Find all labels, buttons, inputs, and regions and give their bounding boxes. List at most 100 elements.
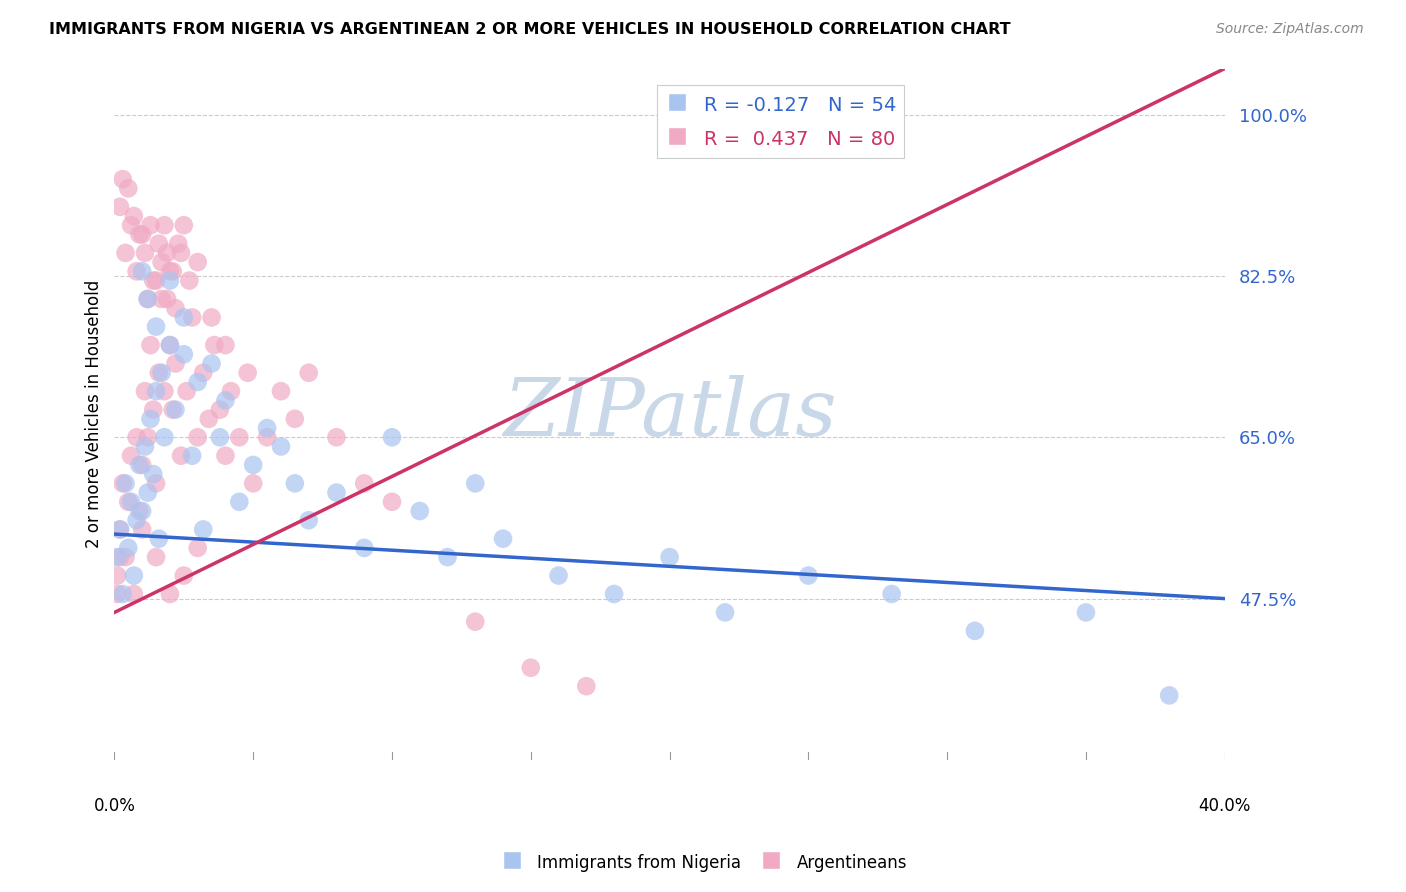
Point <box>575 679 598 693</box>
Point <box>111 587 134 601</box>
Legend: R = -0.127   N = 54, R =  0.437   N = 80: R = -0.127 N = 54, R = 0.437 N = 80 <box>658 85 904 158</box>
Point <box>187 430 209 444</box>
Point <box>134 440 156 454</box>
Point <box>165 301 187 316</box>
Point <box>159 338 181 352</box>
Point <box>150 366 173 380</box>
Point <box>134 246 156 260</box>
Point <box>148 532 170 546</box>
Point <box>200 310 222 325</box>
Point <box>214 338 236 352</box>
Point <box>170 449 193 463</box>
Point <box>181 449 204 463</box>
Point <box>214 449 236 463</box>
Point <box>136 292 159 306</box>
Point <box>108 550 131 565</box>
Point <box>603 587 626 601</box>
Point <box>145 476 167 491</box>
Point <box>139 338 162 352</box>
Point <box>131 523 153 537</box>
Point <box>122 568 145 582</box>
Point <box>145 550 167 565</box>
Point <box>187 541 209 555</box>
Point <box>963 624 986 638</box>
Point <box>880 587 903 601</box>
Point <box>142 274 165 288</box>
Point <box>148 236 170 251</box>
Point <box>173 347 195 361</box>
Point <box>159 338 181 352</box>
Text: Source: ZipAtlas.com: Source: ZipAtlas.com <box>1216 22 1364 37</box>
Point <box>187 255 209 269</box>
Point <box>139 412 162 426</box>
Text: 0.0%: 0.0% <box>93 797 135 814</box>
Point <box>520 661 543 675</box>
Point <box>105 587 128 601</box>
Point <box>270 384 292 399</box>
Point <box>381 430 404 444</box>
Point <box>159 587 181 601</box>
Point <box>145 384 167 399</box>
Point <box>658 550 681 565</box>
Point <box>131 458 153 472</box>
Point <box>108 200 131 214</box>
Point <box>117 541 139 555</box>
Point <box>136 292 159 306</box>
Point <box>128 227 150 242</box>
Point <box>131 264 153 278</box>
Point <box>353 541 375 555</box>
Point <box>111 172 134 186</box>
Point <box>492 532 515 546</box>
Point <box>167 236 190 251</box>
Point <box>131 504 153 518</box>
Point <box>242 458 264 472</box>
Point <box>714 606 737 620</box>
Point <box>136 485 159 500</box>
Point <box>1074 606 1097 620</box>
Point <box>114 550 136 565</box>
Point <box>145 274 167 288</box>
Point <box>208 430 231 444</box>
Point <box>208 402 231 417</box>
Point <box>153 430 176 444</box>
Point <box>142 402 165 417</box>
Point <box>242 476 264 491</box>
Point <box>145 319 167 334</box>
Point <box>134 384 156 399</box>
Point <box>193 523 215 537</box>
Point <box>325 485 347 500</box>
Point <box>325 430 347 444</box>
Point <box>381 495 404 509</box>
Point <box>176 384 198 399</box>
Point <box>114 246 136 260</box>
Point <box>256 430 278 444</box>
Point <box>108 523 131 537</box>
Point <box>181 310 204 325</box>
Text: 40.0%: 40.0% <box>1198 797 1251 814</box>
Point <box>464 615 486 629</box>
Point <box>117 181 139 195</box>
Point <box>187 375 209 389</box>
Point <box>156 246 179 260</box>
Point <box>128 504 150 518</box>
Point <box>173 219 195 233</box>
Point <box>409 504 432 518</box>
Point <box>128 458 150 472</box>
Point <box>162 264 184 278</box>
Point <box>353 476 375 491</box>
Point <box>122 209 145 223</box>
Point <box>228 495 250 509</box>
Point <box>150 255 173 269</box>
Point <box>125 430 148 444</box>
Point <box>270 440 292 454</box>
Point <box>179 274 201 288</box>
Point <box>464 476 486 491</box>
Point <box>136 430 159 444</box>
Text: IMMIGRANTS FROM NIGERIA VS ARGENTINEAN 2 OR MORE VEHICLES IN HOUSEHOLD CORRELATI: IMMIGRANTS FROM NIGERIA VS ARGENTINEAN 2… <box>49 22 1011 37</box>
Point <box>153 219 176 233</box>
Point <box>236 366 259 380</box>
Point <box>298 366 321 380</box>
Point <box>214 393 236 408</box>
Point <box>114 476 136 491</box>
Point <box>797 568 820 582</box>
